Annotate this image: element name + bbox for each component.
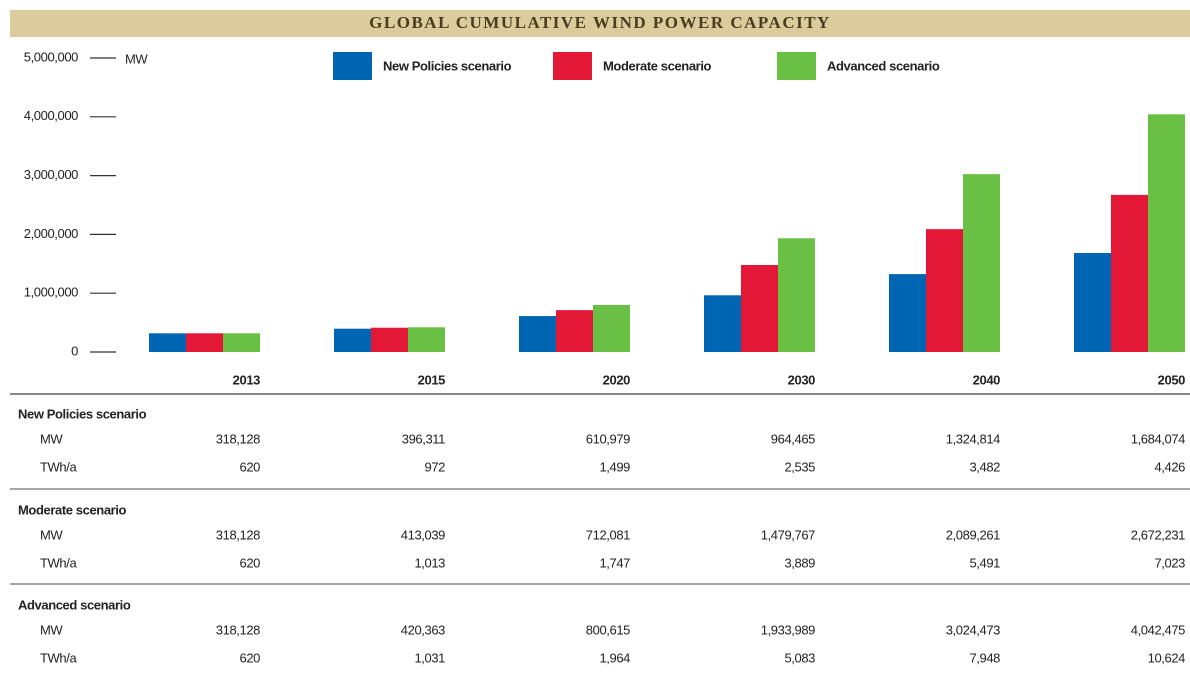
- table-cell: 712,081: [586, 527, 630, 542]
- bar: [889, 274, 926, 352]
- y-tick-label: 1,000,000: [24, 285, 78, 300]
- y-tick-label: 5,000,000: [24, 49, 78, 64]
- row-group-title: Moderate scenario: [18, 502, 127, 517]
- y-tick-label: 4,000,000: [24, 108, 78, 123]
- bar: [334, 328, 371, 352]
- row-group-title: Advanced scenario: [18, 597, 131, 612]
- bar: [408, 327, 445, 352]
- table-cell: 7,023: [1154, 555, 1185, 570]
- chart-title: GLOBAL CUMULATIVE WIND POWER CAPACITY: [369, 13, 831, 32]
- bar: [223, 333, 260, 352]
- bar: [186, 333, 223, 352]
- table-cell: 1,933,989: [761, 622, 815, 637]
- bar: [778, 238, 815, 352]
- table-cell: 610,979: [586, 431, 630, 446]
- table-cell: 620: [240, 459, 261, 474]
- bar: [963, 174, 1000, 352]
- table-cell: 4,042,475: [1131, 622, 1185, 637]
- legend-label: Advanced scenario: [827, 58, 940, 73]
- row-unit: TWh/a: [40, 459, 77, 474]
- table-cell: 2,672,231: [1131, 527, 1185, 542]
- legend-swatch: [777, 52, 816, 80]
- row-unit: TWh/a: [40, 555, 77, 570]
- table-cell: 396,311: [402, 431, 445, 446]
- table-cell: 972: [425, 459, 446, 474]
- table-cell: 3,024,473: [946, 622, 1000, 637]
- table-cell: 413,039: [401, 527, 445, 542]
- table-cell: 7,948: [969, 650, 1000, 665]
- table-cell: 3,889: [784, 555, 815, 570]
- legend-swatch: [333, 52, 372, 80]
- legend-swatch: [553, 52, 592, 80]
- x-tick-label: 2020: [603, 372, 630, 387]
- bar: [149, 333, 186, 352]
- bar: [1148, 114, 1185, 353]
- table-cell: 1,324,814: [946, 431, 1000, 446]
- row-unit: MW: [40, 431, 63, 446]
- table-cell: 5,491: [969, 555, 1000, 570]
- bar: [1074, 252, 1111, 352]
- table-cell: 1,684,074: [1131, 431, 1185, 446]
- table-cell: 420,363: [401, 622, 445, 637]
- y-tick-label: 0: [71, 343, 78, 358]
- legend-label: Moderate scenario: [603, 58, 712, 73]
- table-cell: 800,615: [586, 622, 630, 637]
- y-tick-label: 3,000,000: [24, 167, 78, 182]
- bar: [926, 229, 963, 352]
- row-unit: MW: [40, 622, 63, 637]
- bar: [593, 304, 630, 352]
- table-cell: 1,747: [599, 555, 630, 570]
- row-unit: TWh/a: [40, 650, 77, 665]
- table-cell: 318,128: [216, 527, 260, 542]
- legend-label: New Policies scenario: [383, 58, 512, 73]
- x-tick-label: 2013: [233, 372, 260, 387]
- table-cell: 318,128: [216, 622, 260, 637]
- table-cell: 964,465: [771, 431, 815, 446]
- table-cell: 4,426: [1154, 459, 1185, 474]
- x-tick-label: 2015: [418, 372, 445, 387]
- y-tick-label: 2,000,000: [24, 226, 78, 241]
- row-unit: MW: [40, 527, 63, 542]
- table-cell: 2,089,261: [946, 527, 1000, 542]
- table-cell: 318,128: [216, 431, 260, 446]
- bar: [519, 316, 556, 352]
- table-cell: 5,083: [784, 650, 815, 665]
- table-cell: 1,031: [414, 650, 445, 665]
- table-cell: 1,013: [414, 555, 445, 570]
- table-cell: 1,479,767: [761, 527, 815, 542]
- table-cell: 620: [240, 650, 261, 665]
- table-cell: 3,482: [969, 459, 1000, 474]
- row-group-title: New Policies scenario: [18, 406, 147, 421]
- bar: [1111, 194, 1148, 352]
- bar: [704, 295, 741, 352]
- title-banner: [10, 10, 1190, 37]
- bar: [556, 310, 593, 352]
- table-cell: 1,499: [599, 459, 630, 474]
- table-cell: 620: [240, 555, 261, 570]
- x-tick-label: 2030: [788, 372, 815, 387]
- table-cell: 2,535: [784, 459, 815, 474]
- x-tick-label: 2050: [1158, 372, 1185, 387]
- y-axis-label: MW: [125, 51, 148, 66]
- table-cell: 10,624: [1148, 650, 1186, 665]
- bar: [741, 264, 778, 352]
- bar: [371, 327, 408, 352]
- table-cell: 1,964: [599, 650, 630, 665]
- x-tick-label: 2040: [973, 372, 1000, 387]
